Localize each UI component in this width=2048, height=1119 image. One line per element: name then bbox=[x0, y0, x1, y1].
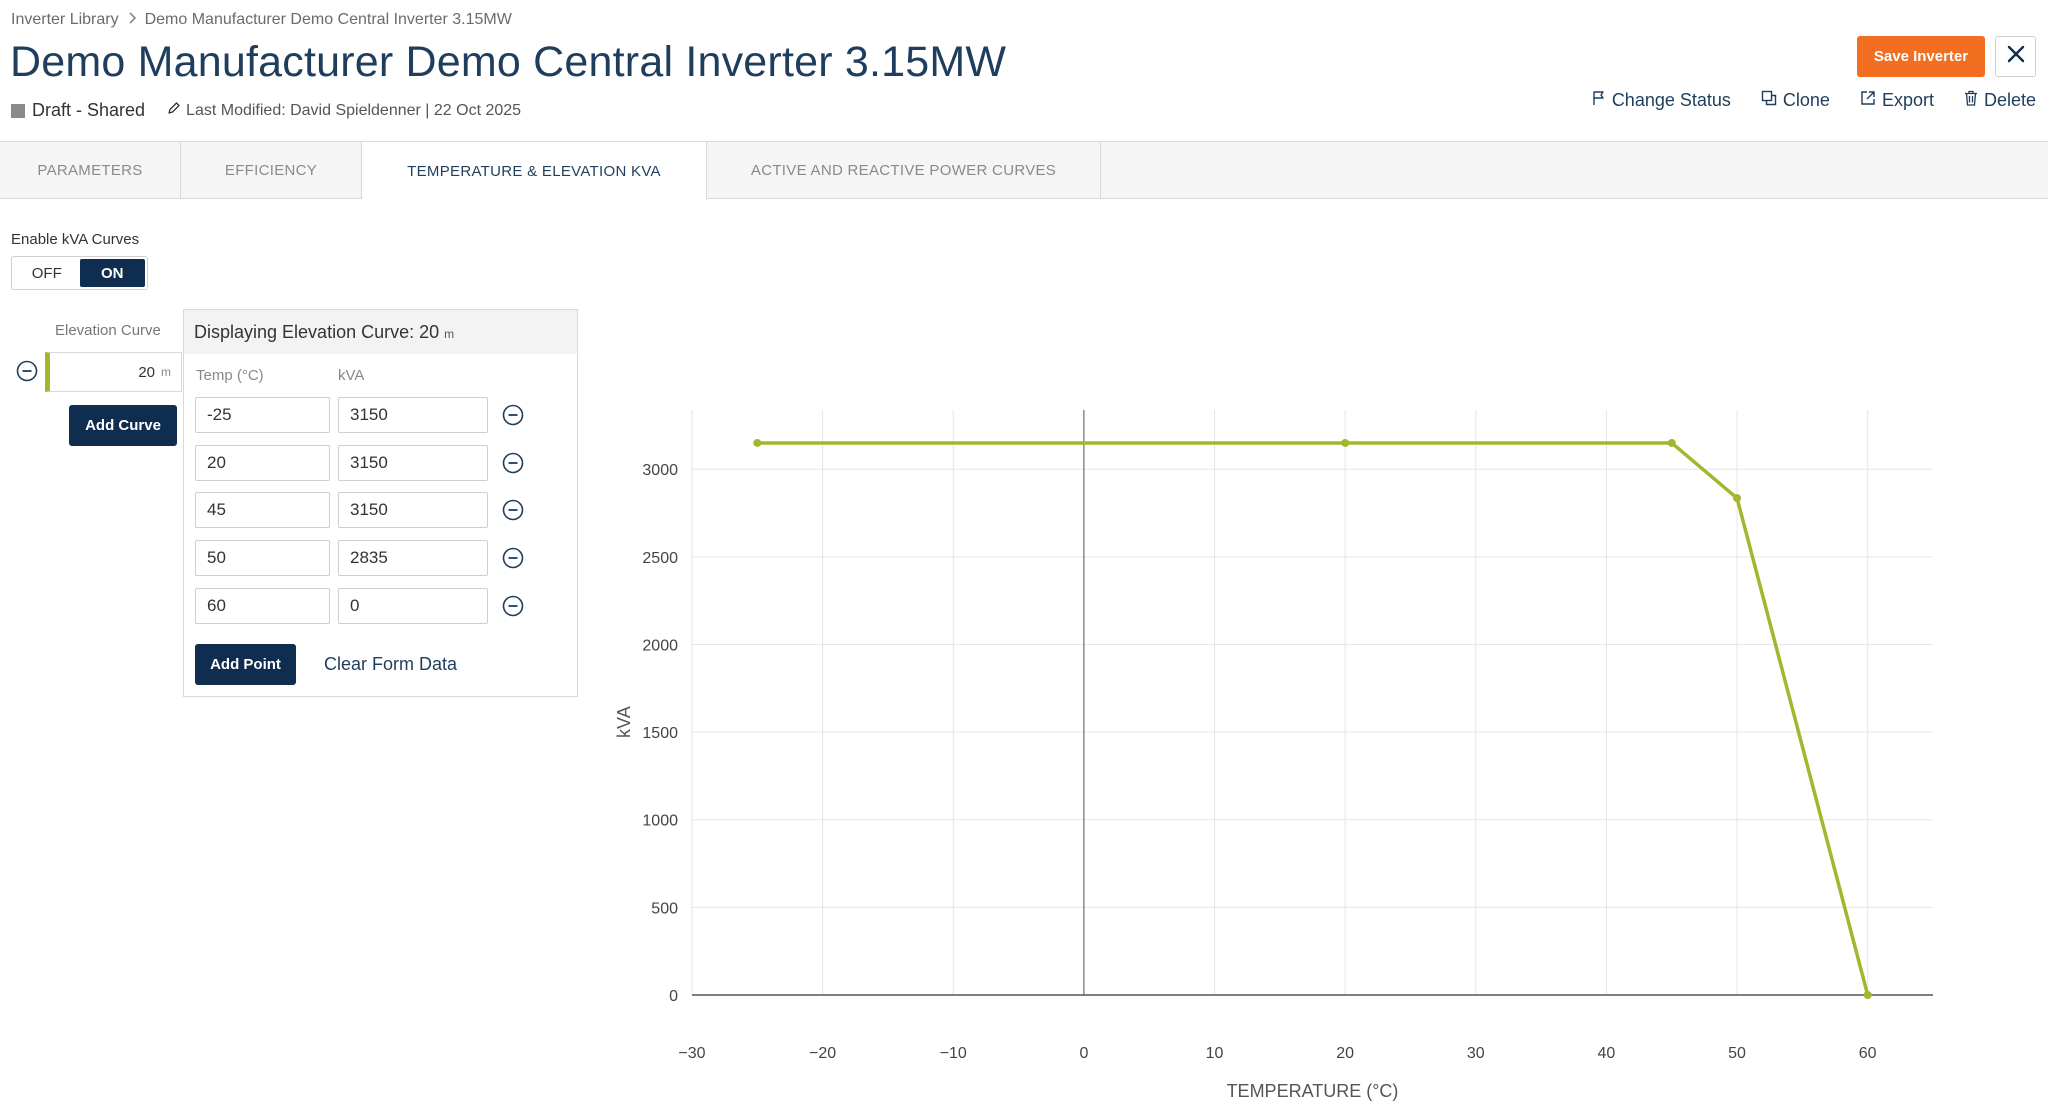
x-tick-label: 20 bbox=[1336, 1045, 1354, 1062]
remove-point-button[interactable] bbox=[502, 404, 524, 431]
tab-efficiency[interactable]: EFFICIENCY bbox=[181, 142, 362, 199]
x-tick-label: −20 bbox=[809, 1045, 836, 1062]
curve-elevation-value: 20 bbox=[138, 363, 155, 381]
temp-input[interactable]: 60 bbox=[195, 588, 330, 624]
delete-button[interactable]: Delete bbox=[1964, 90, 2036, 111]
export-label: Export bbox=[1881, 90, 1934, 110]
x-tick-label: 0 bbox=[1079, 1045, 1088, 1062]
remove-point-button[interactable] bbox=[502, 499, 524, 526]
y-tick-label: 2500 bbox=[642, 550, 678, 567]
elevation-curve-label: Elevation Curve bbox=[55, 322, 161, 339]
add-curve-button[interactable]: Add Curve bbox=[69, 405, 177, 446]
remove-point-button[interactable] bbox=[502, 595, 524, 622]
export-button[interactable]: Export bbox=[1860, 90, 1934, 111]
kva-input[interactable]: 3150 bbox=[338, 397, 488, 433]
toggle-on-button[interactable]: ON bbox=[79, 259, 145, 287]
chevron-right-icon bbox=[127, 11, 137, 29]
y-tick-label: 3000 bbox=[642, 462, 678, 479]
y-tick-label: 0 bbox=[669, 988, 678, 1005]
curve-elevation-unit: m bbox=[161, 365, 171, 379]
last-modified: Last Modified: David Spieldenner | 22 Oc… bbox=[167, 101, 521, 120]
minus-circle-icon bbox=[502, 499, 524, 525]
y-tick-label: 1500 bbox=[642, 725, 678, 742]
clear-form-data-link[interactable]: Clear Form Data bbox=[324, 654, 458, 674]
temp-column-header: Temp (°C) bbox=[196, 367, 264, 384]
breadcrumb-current: Demo Manufacturer Demo Central Inverter … bbox=[144, 11, 512, 28]
status-badge: Draft - Shared bbox=[32, 100, 146, 120]
x-tick-label: 10 bbox=[1206, 1045, 1224, 1062]
y-tick-label: 500 bbox=[651, 900, 678, 917]
kva-curve-line bbox=[757, 441, 1870, 996]
delete-label: Delete bbox=[1983, 90, 2036, 110]
save-inverter-button[interactable]: Save Inverter bbox=[1857, 36, 1985, 77]
kva-input[interactable]: 0 bbox=[338, 588, 488, 624]
x-tick-label: 40 bbox=[1598, 1045, 1616, 1062]
close-icon bbox=[2006, 44, 2026, 69]
breadcrumb: Inverter Library Demo Manufacturer Demo … bbox=[11, 11, 512, 29]
page-title: Demo Manufacturer Demo Central Inverter … bbox=[10, 38, 1007, 86]
x-tick-label: 50 bbox=[1728, 1045, 1746, 1062]
curve-panel-header: Displaying Elevation Curve: 20 m bbox=[184, 310, 577, 354]
kva-curve-point[interactable] bbox=[753, 438, 762, 447]
last-modified-text: Last Modified: David Spieldenner | 22 Oc… bbox=[186, 101, 522, 119]
kva-curve-point[interactable] bbox=[1733, 494, 1742, 503]
kva-temperature-chart: −30 −20 −10 0 10 20 30 40 50 60 0 500 1000 1500 2000 25… bbox=[614, 410, 1933, 1101]
y-tick-label: 2000 bbox=[642, 637, 678, 654]
kva-input[interactable]: 3150 bbox=[338, 445, 488, 481]
kva-input[interactable]: 2835 bbox=[338, 540, 488, 576]
close-button[interactable] bbox=[1995, 36, 2036, 77]
pencil-icon bbox=[167, 101, 181, 120]
breadcrumb-root-link[interactable]: Inverter Library bbox=[11, 11, 119, 28]
temp-input[interactable]: 20 bbox=[195, 445, 330, 481]
minus-circle-icon bbox=[502, 452, 524, 478]
remove-point-button[interactable] bbox=[502, 547, 524, 574]
tab-active-reactive-power-curves[interactable]: ACTIVE AND REACTIVE POWER CURVES bbox=[707, 142, 1101, 199]
curve-panel-title: Displaying Elevation Curve: 20 bbox=[194, 321, 440, 342]
enable-kva-label: Enable kVA Curves bbox=[11, 231, 140, 248]
status-square-icon bbox=[11, 103, 25, 118]
x-tick-label: −30 bbox=[678, 1045, 705, 1062]
remove-point-button[interactable] bbox=[502, 452, 524, 479]
clone-icon bbox=[1761, 90, 1777, 111]
status-row: Draft - Shared Last Modified: David Spie… bbox=[11, 100, 521, 121]
tab-parameters[interactable]: PARAMETERS bbox=[0, 142, 181, 199]
change-status-label: Change Status bbox=[1611, 90, 1731, 110]
tab-temperature-elevation-kva[interactable]: TEMPERATURE & ELEVATION KVA bbox=[362, 142, 707, 200]
minus-circle-icon bbox=[502, 547, 524, 573]
kva-curve-point[interactable] bbox=[1667, 438, 1676, 447]
minus-circle-icon bbox=[16, 360, 38, 386]
flag-icon bbox=[1592, 90, 1606, 111]
kva-curve-point[interactable] bbox=[1341, 438, 1350, 447]
change-status-button[interactable]: Change Status bbox=[1592, 90, 1731, 111]
kva-curve-point[interactable] bbox=[1863, 991, 1872, 999]
y-axis-title: kVA bbox=[614, 706, 634, 738]
minus-circle-icon bbox=[502, 404, 524, 430]
temp-input[interactable]: 45 bbox=[195, 492, 330, 528]
clone-label: Clone bbox=[1782, 90, 1830, 110]
kva-column-header: kVA bbox=[338, 367, 365, 384]
clone-button[interactable]: Clone bbox=[1761, 90, 1830, 111]
temp-input[interactable]: -25 bbox=[195, 397, 330, 433]
toggle-off-button[interactable]: OFF bbox=[31, 264, 62, 282]
kva-input[interactable]: 3150 bbox=[338, 492, 488, 528]
x-tick-label: 60 bbox=[1859, 1045, 1877, 1062]
add-point-button[interactable]: Add Point bbox=[195, 644, 296, 685]
header-actions: Change Status Clone Export Delete bbox=[1592, 90, 2036, 111]
elevation-curve-item[interactable]: 20 m bbox=[45, 352, 182, 392]
tab-bar: PARAMETERS EFFICIENCY TEMPERATURE & ELEV… bbox=[0, 141, 2048, 200]
export-icon bbox=[1860, 90, 1876, 111]
curve-panel-unit: m bbox=[444, 327, 455, 341]
temp-input[interactable]: 50 bbox=[195, 540, 330, 576]
remove-curve-button[interactable] bbox=[16, 360, 38, 387]
x-tick-label: 30 bbox=[1467, 1045, 1485, 1062]
x-tick-label: −10 bbox=[940, 1045, 967, 1062]
curve-panel: Displaying Elevation Curve: 20 m Temp (°… bbox=[183, 309, 578, 697]
minus-circle-icon bbox=[502, 595, 524, 621]
kva-toggle: OFF ON bbox=[11, 256, 148, 290]
x-axis-title: TEMPERATURE (°C) bbox=[1227, 1081, 1399, 1101]
trash-icon bbox=[1964, 90, 1978, 111]
y-tick-label: 1000 bbox=[642, 813, 678, 830]
